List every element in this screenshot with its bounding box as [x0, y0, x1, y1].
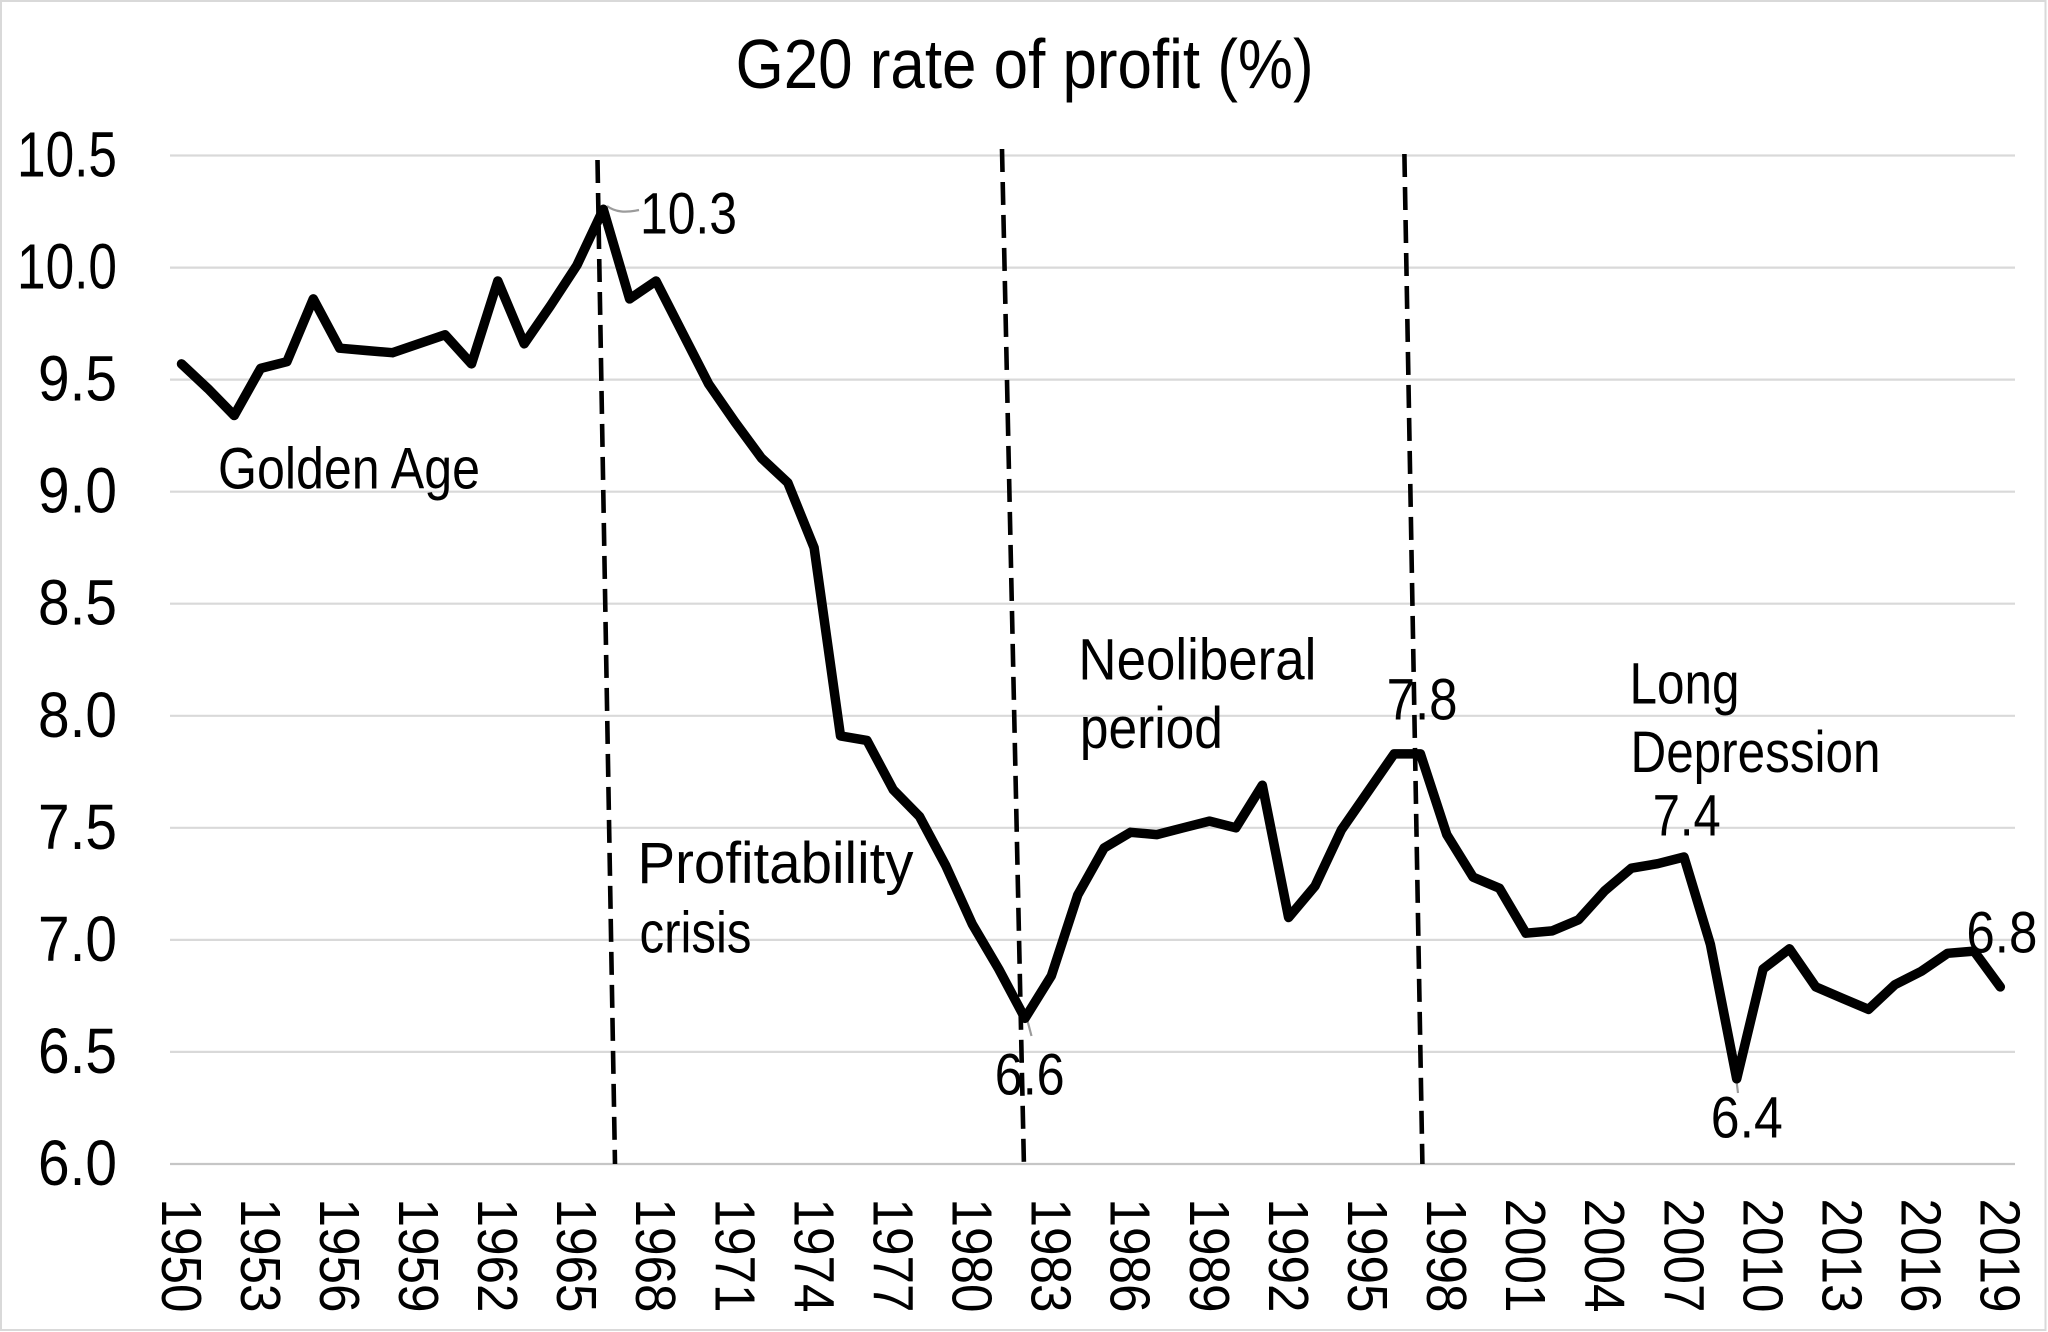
- svg-text:2004: 2004: [1572, 1199, 1636, 1313]
- svg-text:2013: 2013: [1809, 1199, 1873, 1313]
- svg-text:1989: 1989: [1177, 1199, 1241, 1313]
- svg-text:8.0: 8.0: [38, 679, 117, 751]
- svg-text:crisis: crisis: [640, 900, 752, 965]
- svg-text:1953: 1953: [228, 1199, 292, 1313]
- svg-text:1986: 1986: [1098, 1199, 1162, 1313]
- svg-text:1971: 1971: [702, 1199, 766, 1313]
- svg-text:1959: 1959: [386, 1199, 450, 1313]
- svg-text:10.0: 10.0: [17, 231, 117, 303]
- svg-text:10.3: 10.3: [640, 181, 737, 246]
- svg-text:2016: 2016: [1889, 1199, 1953, 1313]
- svg-text:1980: 1980: [940, 1199, 1004, 1313]
- svg-text:2019: 2019: [1968, 1199, 2032, 1313]
- svg-text:6.0: 6.0: [38, 1127, 117, 1199]
- svg-text:1968: 1968: [623, 1199, 687, 1313]
- svg-text:2007: 2007: [1651, 1199, 1715, 1313]
- svg-text:6.6: 6.6: [995, 1043, 1065, 1108]
- svg-text:1983: 1983: [1019, 1199, 1083, 1313]
- svg-text:1962: 1962: [465, 1199, 529, 1313]
- svg-text:1995: 1995: [1335, 1199, 1399, 1313]
- svg-text:Long: Long: [1630, 652, 1740, 717]
- svg-text:1956: 1956: [307, 1199, 371, 1313]
- svg-text:7.4: 7.4: [1653, 783, 1721, 848]
- svg-text:G20 rate of profit (%): G20 rate of profit (%): [736, 25, 1314, 103]
- svg-text:7.5: 7.5: [38, 791, 117, 863]
- svg-text:7.8: 7.8: [1387, 668, 1458, 733]
- svg-text:1974: 1974: [781, 1199, 845, 1313]
- svg-text:6.5: 6.5: [38, 1015, 117, 1087]
- svg-text:6.4: 6.4: [1711, 1086, 1783, 1151]
- svg-text:1965: 1965: [544, 1199, 608, 1313]
- svg-text:Golden Age: Golden Age: [218, 437, 480, 502]
- svg-text:6.8: 6.8: [1966, 901, 2037, 966]
- svg-text:2010: 2010: [1730, 1199, 1794, 1313]
- svg-text:10.5: 10.5: [17, 119, 117, 191]
- svg-text:2001: 2001: [1493, 1199, 1557, 1313]
- svg-text:9.5: 9.5: [38, 343, 117, 415]
- svg-text:period: period: [1080, 696, 1223, 761]
- svg-text:7.0: 7.0: [38, 903, 117, 975]
- svg-text:1977: 1977: [861, 1199, 925, 1313]
- svg-text:1950: 1950: [149, 1199, 213, 1313]
- svg-text:Profitability: Profitability: [638, 831, 914, 896]
- svg-text:Depression: Depression: [1631, 720, 1881, 785]
- svg-text:Neoliberal: Neoliberal: [1078, 628, 1316, 693]
- svg-text:1992: 1992: [1256, 1199, 1320, 1313]
- svg-text:9.0: 9.0: [38, 455, 117, 527]
- svg-text:8.5: 8.5: [38, 567, 117, 639]
- svg-text:1998: 1998: [1414, 1199, 1478, 1313]
